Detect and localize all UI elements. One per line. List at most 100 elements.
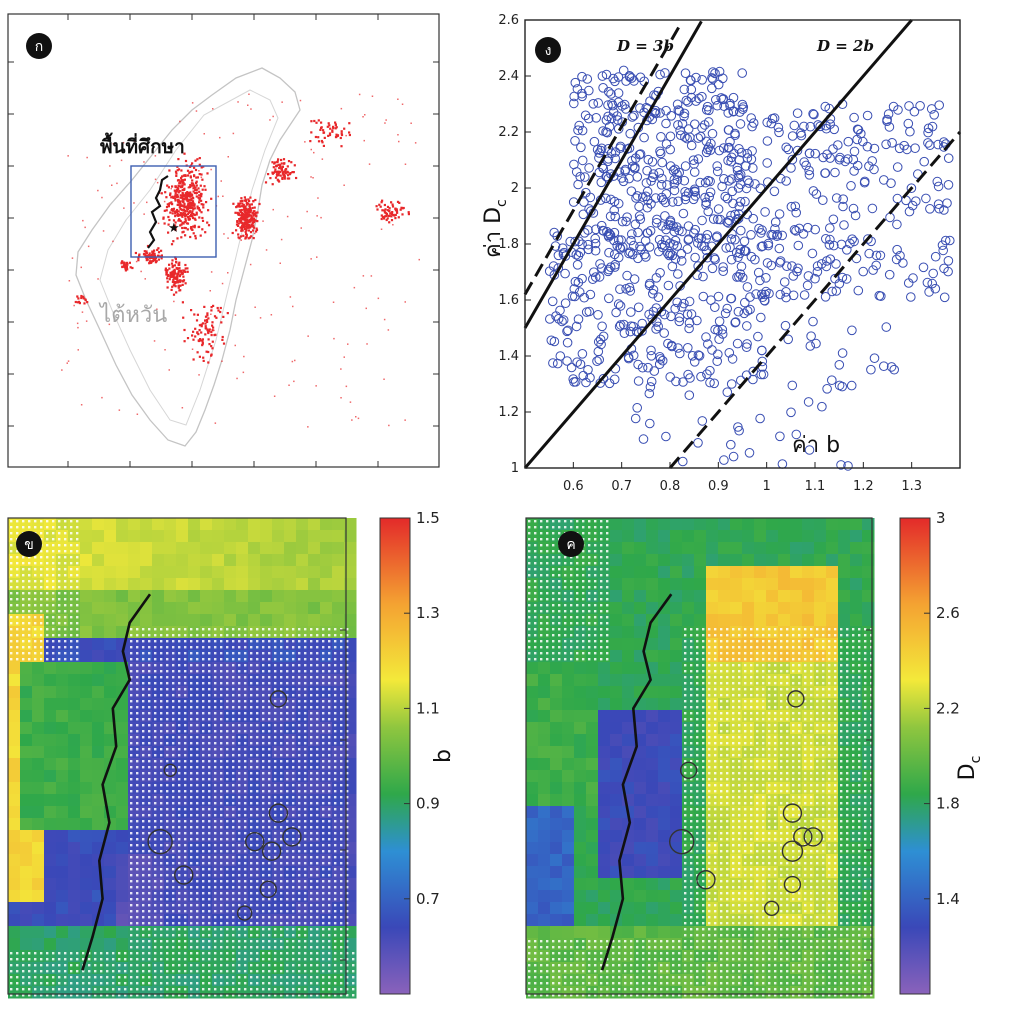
grid-dot	[250, 748, 252, 750]
grid-dot	[268, 766, 270, 768]
grid-dot	[52, 646, 54, 648]
heatmap-cell	[224, 722, 237, 735]
grid-dot	[226, 724, 228, 726]
heatmap-cell	[152, 578, 165, 591]
seismic-event	[176, 196, 178, 198]
heatmap-cell	[140, 674, 153, 687]
grid-dot	[220, 688, 222, 690]
grid-dot	[28, 658, 30, 660]
heatmap-cell	[284, 902, 297, 915]
heatmap-cell	[20, 578, 33, 591]
scatter-point	[743, 283, 752, 292]
seismic-event	[222, 283, 224, 285]
grid-dot	[310, 766, 312, 768]
heatmap-cell	[212, 674, 225, 687]
seismic-event	[292, 361, 294, 363]
grid-dot	[34, 622, 36, 624]
scatter-point	[847, 182, 856, 191]
heatmap-cell	[200, 818, 213, 831]
seismic-event	[202, 220, 204, 222]
grid-dot	[70, 610, 72, 612]
grid-dot	[214, 640, 216, 642]
heatmap-cell	[44, 866, 57, 879]
heatmap-cell	[236, 782, 249, 795]
seismic-event	[181, 186, 183, 188]
grid-dot	[334, 742, 336, 744]
grid-dot	[160, 706, 162, 708]
seismic-event	[192, 339, 194, 341]
heatmap-cell	[20, 866, 33, 879]
grid-dot	[328, 808, 330, 810]
heatmap-cell	[44, 530, 57, 543]
grid-dot	[238, 718, 240, 720]
heatmap-cell	[104, 866, 117, 879]
seismic-event	[182, 284, 184, 286]
heatmap-cell	[212, 590, 225, 603]
grid-dot	[280, 670, 282, 672]
seismic-event	[309, 140, 311, 142]
grid-dot	[196, 724, 198, 726]
heatmap-cell	[284, 854, 297, 867]
scatter-point	[850, 113, 859, 122]
heatmap-cell	[20, 650, 33, 663]
seismic-event	[145, 278, 147, 280]
seismic-event	[397, 134, 399, 136]
heatmap-cell	[272, 710, 285, 723]
seismic-event	[88, 246, 90, 248]
seismic-event	[183, 208, 185, 210]
scatter-point	[660, 329, 669, 338]
grid-dot	[184, 724, 186, 726]
heatmap-cell	[224, 794, 237, 807]
grid-dot	[256, 658, 258, 660]
grid-dot	[238, 766, 240, 768]
heatmap-cell	[56, 866, 69, 879]
grid-dot	[304, 628, 306, 630]
grid-dot	[328, 742, 330, 744]
grid-dot	[64, 562, 66, 564]
grid-dot	[142, 664, 144, 666]
heatmap-cell	[272, 518, 285, 531]
heatmap-cell	[80, 794, 93, 807]
heatmap-cell	[32, 746, 45, 759]
scatter-point	[633, 173, 642, 182]
seismic-event	[202, 206, 204, 208]
grid-dot	[76, 574, 78, 576]
scatter-point	[784, 145, 793, 154]
grid-dot	[154, 760, 156, 762]
heatmap-cell	[176, 674, 189, 687]
seismic-event	[202, 205, 204, 207]
scatter-point	[646, 419, 655, 428]
seismic-event	[187, 228, 189, 230]
grid-dot	[232, 676, 234, 678]
grid-dot	[340, 754, 342, 756]
seismic-event	[76, 295, 78, 297]
seismic-event	[68, 360, 70, 362]
scatter-point	[657, 133, 666, 142]
grid-dot	[226, 742, 228, 744]
seismic-event	[192, 102, 194, 104]
grid-dot	[154, 778, 156, 780]
grid-dot	[172, 700, 174, 702]
grid-dot	[310, 640, 312, 642]
grid-dot	[10, 604, 12, 606]
seismic-event	[171, 259, 173, 261]
grid-dot	[154, 676, 156, 678]
grid-dot	[40, 550, 42, 552]
seismic-event	[243, 356, 245, 358]
heatmap-cell	[332, 854, 345, 867]
grid-dot	[304, 658, 306, 660]
scatter-point	[888, 139, 897, 148]
grid-dot	[298, 808, 300, 810]
seismic-event	[396, 212, 398, 214]
heatmap-cell	[332, 986, 345, 999]
scatter-point	[729, 452, 738, 461]
seismic-event	[164, 349, 166, 351]
grid-dot	[10, 520, 12, 522]
seismic-event	[235, 345, 237, 347]
grid-dot	[316, 760, 318, 762]
heatmap-cell	[68, 746, 81, 759]
x-tick-label: 0.6	[563, 479, 584, 494]
heatmap-cell	[224, 650, 237, 663]
heatmap-cell	[80, 854, 93, 867]
heatmap-cell	[116, 806, 129, 819]
